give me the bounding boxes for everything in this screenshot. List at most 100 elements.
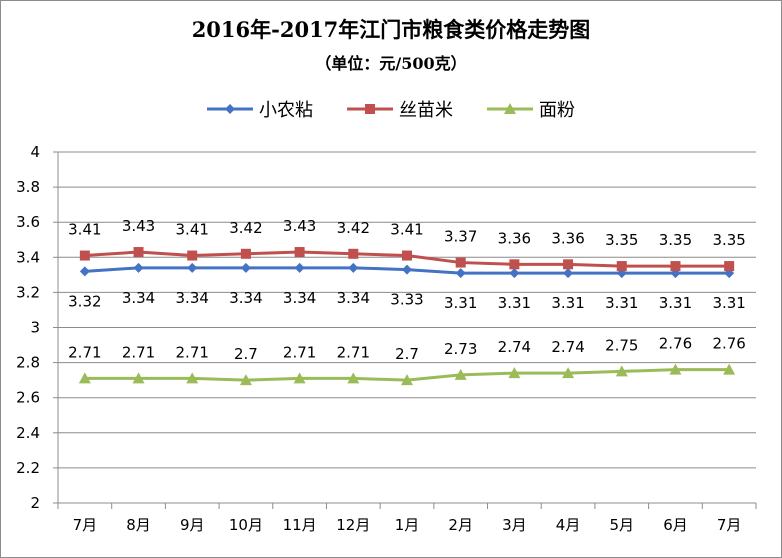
x-tick-label: 3月	[502, 516, 527, 534]
data-point	[348, 262, 359, 273]
data-label: 3.42	[229, 219, 262, 237]
x-tick-label: 4月	[556, 516, 581, 534]
legend-item-1: 丝苗米	[347, 96, 453, 122]
data-label: 3.34	[283, 289, 316, 307]
data-point	[294, 247, 305, 258]
x-tick-label: 6月	[663, 516, 688, 534]
data-point	[509, 259, 520, 270]
data-point	[455, 268, 466, 279]
y-tick-label: 2.2	[16, 459, 40, 477]
data-label: 3.34	[176, 289, 209, 307]
data-label: 3.34	[337, 289, 370, 307]
y-tick-label: 2	[30, 494, 40, 512]
data-label: 3.35	[712, 231, 745, 249]
data-point	[455, 257, 466, 268]
y-tick-label: 3.4	[16, 248, 40, 266]
x-tick-label: 12月	[336, 516, 370, 534]
data-label: 2.74	[498, 338, 531, 356]
data-point	[294, 262, 305, 273]
data-label: 3.41	[176, 221, 209, 239]
chart-subtitle: （单位：元/500克）	[315, 54, 467, 73]
y-tick-label: 3.8	[16, 178, 40, 196]
y-tick-label: 3.2	[16, 283, 40, 301]
data-label: 3.31	[605, 294, 638, 312]
data-point	[562, 367, 575, 379]
x-tick-label: 1月	[395, 516, 420, 534]
data-label: 2.73	[444, 340, 477, 358]
x-tick-label: 2月	[448, 516, 473, 534]
data-point	[79, 250, 90, 261]
data-label: 2.75	[605, 336, 638, 354]
x-tick-label: 11月	[283, 516, 317, 534]
data-point	[509, 268, 520, 279]
y-tick-label: 3.6	[16, 213, 40, 231]
data-label: 2.76	[712, 335, 745, 353]
legend-swatch-1	[347, 104, 393, 114]
data-label: 3.34	[229, 289, 262, 307]
data-point	[615, 365, 628, 377]
data-label: 3.36	[498, 229, 531, 247]
data-label: 3.34	[122, 289, 155, 307]
data-label: 3.43	[122, 217, 155, 235]
data-label: 2.71	[176, 343, 209, 361]
data-label: 3.31	[659, 294, 692, 312]
legend-item-0: 小农粘	[207, 96, 313, 122]
data-point	[402, 250, 412, 261]
data-point	[240, 262, 251, 273]
data-label: 3.33	[390, 291, 423, 309]
data-label: 3.41	[68, 221, 101, 239]
data-point	[133, 247, 144, 258]
data-point	[669, 363, 682, 375]
data-label: 2.7	[234, 345, 258, 363]
x-tick-label: 5月	[609, 516, 634, 534]
legend-swatch-0	[207, 104, 253, 114]
data-point	[240, 248, 251, 259]
data-label: 3.43	[283, 217, 316, 235]
data-point	[670, 261, 681, 272]
x-tick-label: 9月	[180, 516, 205, 534]
data-label: 3.41	[390, 221, 423, 239]
data-label: 3.35	[605, 231, 638, 249]
chart-title: 2016年-2017年江门市粮食类价格走势图	[191, 17, 591, 42]
data-point	[724, 261, 735, 272]
y-tick-label: 2.8	[16, 354, 40, 372]
data-point	[508, 367, 521, 379]
y-tick-label: 4	[30, 143, 40, 161]
legend-label-2: 面粉	[539, 100, 575, 121]
data-label: 3.31	[551, 294, 584, 312]
data-label: 3.42	[337, 219, 370, 237]
data-label: 3.31	[444, 294, 477, 312]
data-label: 2.71	[337, 343, 370, 361]
x-tick-label: 7月	[717, 516, 742, 534]
data-label: 2.76	[659, 335, 692, 353]
x-tick-label: 10月	[229, 516, 263, 534]
legend-swatch-2	[487, 103, 533, 114]
data-label: 3.36	[551, 229, 584, 247]
y-tick-label: 2.4	[16, 424, 40, 442]
legend: 小农粘 丝苗米 面粉	[0, 96, 782, 122]
data-label: 3.32	[68, 292, 101, 310]
data-point	[348, 248, 359, 259]
data-point	[187, 262, 198, 273]
data-point	[187, 250, 198, 261]
data-point	[563, 268, 574, 279]
data-label: 2.7	[395, 345, 419, 363]
data-point	[616, 261, 627, 272]
data-label: 3.31	[712, 294, 745, 312]
data-point	[79, 266, 90, 277]
data-label: 3.37	[444, 228, 477, 246]
data-point	[723, 363, 736, 375]
data-point	[563, 259, 574, 270]
data-point	[239, 374, 252, 386]
legend-label-1: 丝苗米	[399, 100, 453, 121]
y-tick-label: 2.6	[16, 389, 40, 407]
data-label: 2.74	[551, 338, 584, 356]
data-point	[293, 372, 306, 384]
data-point	[347, 372, 360, 384]
data-label: 2.71	[68, 343, 101, 361]
data-point	[401, 374, 413, 386]
data-label: 3.31	[498, 294, 531, 312]
data-label: 2.71	[283, 343, 316, 361]
